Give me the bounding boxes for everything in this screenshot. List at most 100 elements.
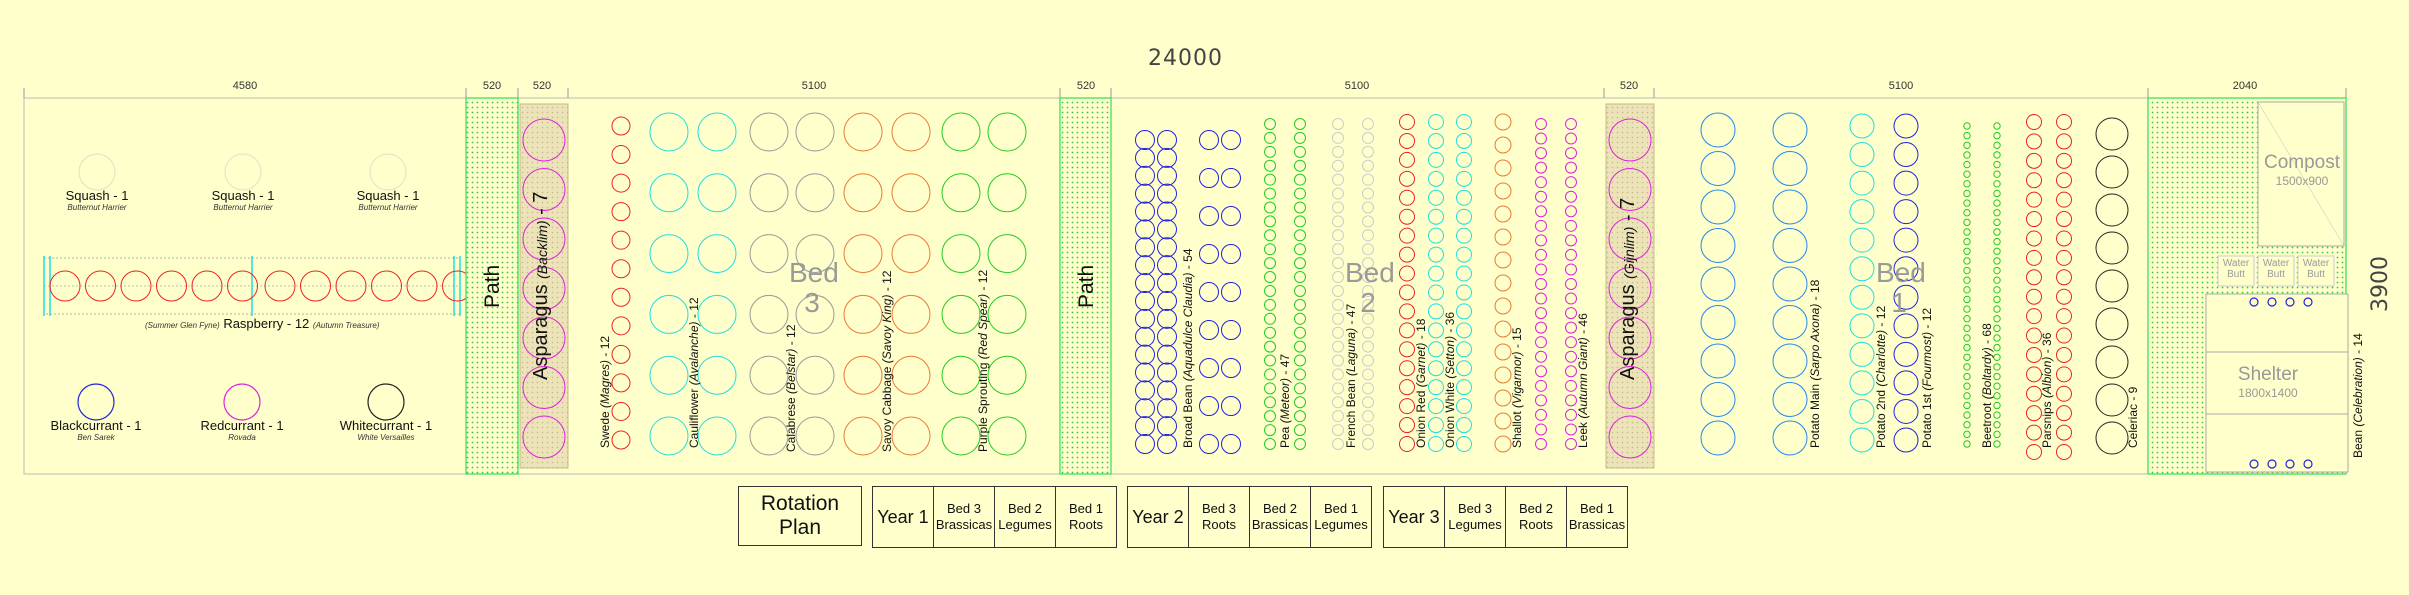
beetroot-plant bbox=[1993, 430, 2001, 439]
purple-sprouting-plant bbox=[987, 112, 1027, 152]
broad-bean-plant bbox=[1135, 308, 1155, 329]
leek-plant bbox=[1535, 161, 1547, 174]
water-butt bbox=[2297, 255, 2335, 287]
onion-red-plant bbox=[1399, 132, 1415, 149]
raspberry-cane bbox=[227, 270, 258, 302]
french-bean-plant bbox=[1332, 340, 1344, 353]
onion-white-plant bbox=[1456, 341, 1472, 358]
broad-bean-plant bbox=[1157, 344, 1177, 365]
pea-plant bbox=[1294, 173, 1306, 186]
onion-white-plant bbox=[1428, 170, 1444, 187]
beetroot-plant bbox=[1993, 209, 2001, 217]
potato-main-plant bbox=[1700, 382, 1736, 417]
calabrese-plant bbox=[749, 294, 789, 334]
bean-plant bbox=[2249, 459, 2259, 469]
dim-bed-3: 5100 bbox=[801, 80, 827, 92]
beetroot-plant bbox=[1963, 276, 1971, 284]
crop-row-label: Swede (Magres) - 12 bbox=[598, 335, 612, 448]
swede-plant bbox=[611, 145, 631, 165]
beetroot-plant bbox=[1963, 131, 1971, 140]
beetroot-plant bbox=[1993, 180, 2001, 188]
parsnip-plant bbox=[2026, 288, 2042, 305]
pea-plant bbox=[1294, 326, 1306, 339]
crop-row-label: Parsnips (Albion) - 36 bbox=[2040, 332, 2054, 448]
broad-bean-plant bbox=[1157, 165, 1177, 186]
potato-main-plant bbox=[1700, 112, 1736, 148]
celeriac-plant bbox=[2095, 155, 2129, 189]
savoy-cabbage-plant bbox=[891, 234, 931, 274]
french-bean-plant bbox=[1362, 229, 1374, 242]
broad-bean-plant bbox=[1199, 206, 1219, 226]
beetroot-plant bbox=[1993, 411, 2001, 419]
onion-red-plant bbox=[1399, 208, 1415, 225]
broad-bean-plant bbox=[1135, 201, 1155, 222]
onion-red-plant bbox=[1399, 189, 1415, 206]
crop-row-label: Broad Bean (Aquadulce Claudia) - 54 bbox=[1181, 248, 1195, 449]
leek-plant bbox=[1565, 394, 1577, 407]
asparagus-label: Asparagus (Backlim) - 7 bbox=[530, 191, 552, 380]
crop-row-label: Potato 1st (Fourmost) - 12 bbox=[1920, 307, 1934, 448]
asparagus-crown bbox=[1608, 415, 1652, 459]
savoy-cabbage-plant bbox=[843, 173, 883, 213]
french-bean-plant bbox=[1362, 298, 1374, 311]
potato-main-plant bbox=[1700, 343, 1736, 379]
french-bean-plant bbox=[1332, 298, 1344, 311]
pea-plant bbox=[1264, 131, 1276, 144]
broad-bean-plant bbox=[1157, 380, 1177, 401]
onion-white-plant bbox=[1456, 284, 1472, 301]
potato-main-plant bbox=[1700, 420, 1736, 456]
raspberry-label: (Summer Glen Fyne) Raspberry - 12 (Autum… bbox=[145, 316, 380, 331]
purple-sprouting-plant bbox=[987, 355, 1027, 395]
parsnip-plant bbox=[2056, 269, 2072, 286]
shelter-label: Shelter 1800x1400 bbox=[2237, 364, 2299, 400]
french-bean-plant bbox=[1332, 229, 1344, 242]
leek-plant bbox=[1535, 408, 1547, 421]
parsnip-plant bbox=[2026, 444, 2042, 460]
broad-bean-plant bbox=[1135, 434, 1155, 454]
asparagus-crown bbox=[1608, 267, 1652, 310]
beetroot-plant bbox=[1963, 334, 1971, 342]
parsnip-plant bbox=[2026, 308, 2042, 325]
shallot-plant bbox=[1494, 366, 1512, 384]
onion-white-plant bbox=[1456, 227, 1472, 244]
parsnip-plant bbox=[2056, 327, 2072, 344]
compost-divider bbox=[2257, 101, 2345, 247]
leek-plant bbox=[1535, 205, 1547, 218]
parsnip-plant bbox=[2056, 133, 2072, 150]
leek-plant bbox=[1565, 379, 1577, 392]
asparagus-crown bbox=[1608, 217, 1652, 261]
leek-plant bbox=[1535, 321, 1547, 334]
savoy-cabbage-plant bbox=[891, 416, 931, 456]
savoy-cabbage-plant bbox=[843, 355, 883, 395]
savoy-cabbage-plant bbox=[843, 294, 883, 334]
broad-bean-plant bbox=[1157, 416, 1177, 437]
french-bean-plant bbox=[1362, 271, 1374, 284]
french-bean-plant bbox=[1362, 354, 1374, 367]
french-bean-plant bbox=[1332, 118, 1344, 130]
onion-red-plant bbox=[1399, 284, 1415, 301]
cauliflower-plant bbox=[697, 416, 737, 456]
rotation-bed: Bed 2 Brassicas bbox=[1249, 486, 1311, 548]
onion-white-plant bbox=[1428, 246, 1444, 263]
savoy-cabbage-plant bbox=[891, 355, 931, 395]
parsnip-plant bbox=[2056, 346, 2072, 363]
leek-plant bbox=[1565, 438, 1577, 450]
blackcurrant-label: Blackcurrant - 1 Ben Sarek bbox=[50, 418, 142, 442]
beetroot-plant bbox=[1993, 324, 2001, 333]
crop-row-label: Onion White (Setton) - 36 bbox=[1443, 311, 1457, 448]
pea-plant bbox=[1294, 131, 1306, 144]
french-bean-plant bbox=[1362, 145, 1374, 158]
calabrese-plant bbox=[749, 112, 789, 152]
calabrese-plant bbox=[749, 173, 789, 213]
celeriac-plant bbox=[2095, 269, 2129, 303]
crop-row-label: Leek (Autumn Giant) - 46 bbox=[1576, 313, 1590, 448]
leek-plant bbox=[1535, 278, 1547, 290]
swede-plant bbox=[611, 373, 631, 393]
french-bean-plant bbox=[1362, 382, 1374, 395]
calabrese-plant bbox=[795, 112, 835, 152]
french-bean-plant bbox=[1362, 173, 1374, 186]
broad-bean-plant bbox=[1199, 434, 1219, 454]
asparagus-crown bbox=[522, 217, 566, 261]
bean-plant bbox=[2249, 297, 2259, 307]
parsnip-plant bbox=[2026, 114, 2042, 130]
